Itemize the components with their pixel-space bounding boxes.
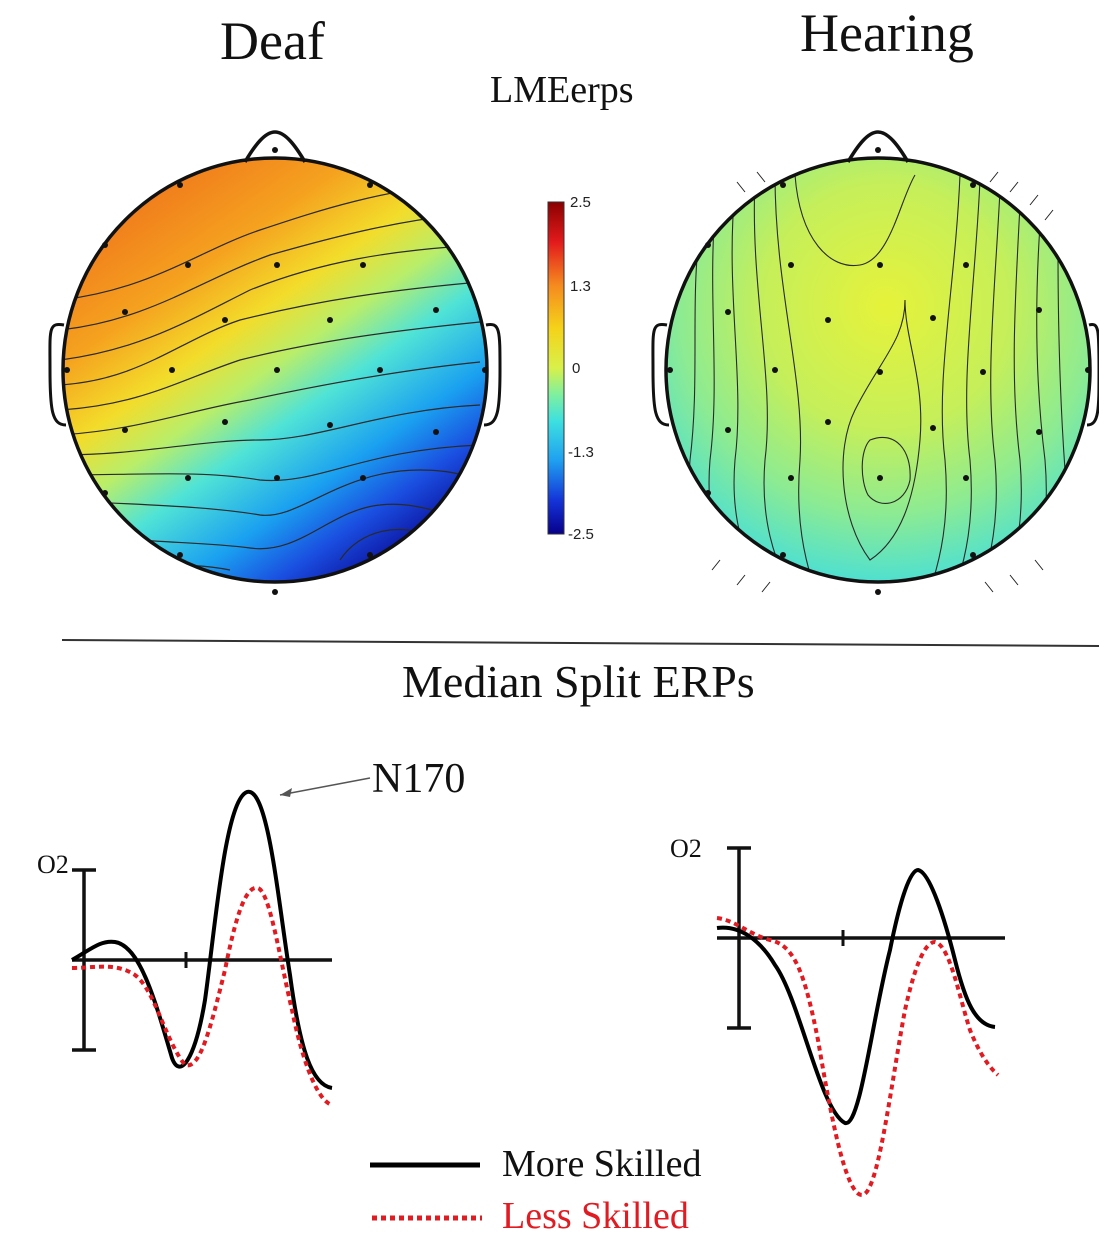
colorbar-tick-zero: 0 [572, 360, 581, 377]
deaf-right-ear [483, 322, 502, 427]
map-label: LMEerps [490, 69, 634, 111]
colorbar-gradient [547, 201, 565, 535]
n170-annotation: N170 [372, 756, 466, 802]
deaf-topomap [48, 130, 502, 595]
colorbar-tick-max: 2.5 [570, 194, 591, 211]
hearing-topomap [651, 130, 1099, 595]
erp-deaf-electrode-label: O2 [37, 850, 69, 879]
section-divider [61, 639, 1099, 647]
hearing-nose [846, 130, 910, 163]
deaf-nose [243, 130, 307, 163]
colorbar-tick-low: -1.3 [568, 444, 594, 461]
erp-hearing-electrode-label: O2 [670, 834, 702, 863]
erp-deaf-more-skilled-line [71, 789, 333, 1090]
erp-deaf [71, 777, 371, 1107]
hearing-title: Hearing [800, 3, 974, 63]
section-title: Median Split ERPs [402, 656, 755, 707]
hearing-edge-ticks [711, 171, 1054, 593]
n170-arrow-head [280, 788, 292, 797]
erp-hearing-less-skilled-line [716, 916, 1000, 1198]
deaf-title: Deaf [220, 11, 325, 71]
erp-deaf-less-skilled-line [71, 885, 333, 1107]
hearing-left-ear [651, 322, 670, 427]
hearing-electrodes [667, 147, 1091, 595]
colorbar [547, 201, 565, 535]
n170-arrow-shaft [279, 777, 371, 796]
erp-hearing-more-skilled-line [716, 867, 996, 1125]
colorbar-tick-min: -2.5 [568, 526, 594, 543]
colorbar-tick-high: 1.3 [570, 278, 591, 295]
deaf-left-ear [48, 322, 67, 427]
legend-more-label: More Skilled [502, 1143, 702, 1185]
deaf-contours [63, 179, 487, 571]
deaf-electrodes [64, 147, 488, 595]
erp-hearing [716, 846, 1005, 1198]
legend-less-label: Less Skilled [502, 1195, 689, 1237]
